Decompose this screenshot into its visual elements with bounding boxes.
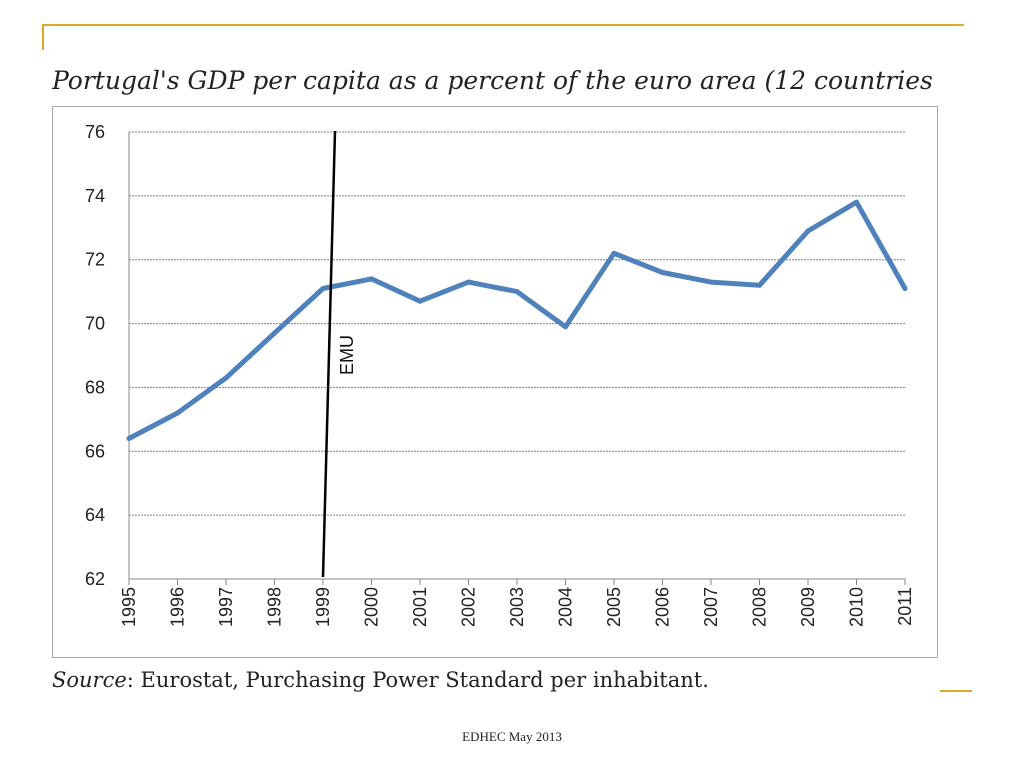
data-point — [757, 282, 762, 288]
y-tick-label: 74 — [85, 186, 105, 206]
right-decorative-rule — [940, 690, 972, 692]
x-tick-label: 2010 — [847, 587, 867, 627]
x-tick-label: 2007 — [701, 587, 721, 627]
x-tick-label: 1997 — [216, 587, 236, 627]
y-tick-label: 68 — [85, 377, 105, 397]
source-note: Source: Eurostat, Purchasing Power Stand… — [52, 668, 709, 692]
data-point — [611, 250, 617, 256]
footer-text: EDHEC May 2013 — [462, 729, 562, 744]
data-point — [466, 279, 471, 285]
x-tick-label: 2008 — [750, 587, 770, 627]
y-tick-label: 76 — [85, 122, 105, 142]
line-chart: 62 64 66 68 70 72 74 76 1995 1996 1997 1998 1999 2000… — [85, 122, 915, 627]
y-tick-label: 72 — [85, 250, 105, 270]
data-point — [805, 228, 811, 234]
data-point — [660, 269, 665, 275]
x-tick-label: 2001 — [410, 587, 430, 627]
x-tick-label: 2003 — [507, 587, 527, 627]
data-point — [417, 298, 423, 304]
emu-label: EMU — [337, 335, 357, 375]
data-point — [902, 285, 908, 291]
data-point — [175, 410, 180, 416]
data-point — [514, 289, 520, 295]
left-decorative-rule — [42, 24, 44, 50]
data-point — [223, 375, 229, 381]
data-point — [563, 324, 568, 330]
data-point — [854, 199, 859, 205]
data-point — [369, 276, 374, 282]
x-tick-label: 1998 — [265, 587, 285, 627]
y-tick-label: 66 — [85, 441, 105, 461]
x-tick-label: 1996 — [168, 587, 188, 627]
y-tick-label: 70 — [85, 314, 105, 334]
data-point — [708, 279, 714, 285]
emu-marker-line — [321, 130, 337, 578]
data-point — [272, 330, 277, 336]
x-tick-label: 2009 — [798, 587, 818, 627]
source-text: : Eurostat, Purchasing Power Standard pe… — [126, 668, 709, 692]
source-prefix: Source — [52, 668, 127, 692]
data-point — [320, 285, 326, 291]
x-tick-label: 2004 — [556, 587, 576, 627]
y-tick-label: 62 — [85, 569, 105, 589]
data-point — [126, 436, 132, 442]
x-tick-label: 2000 — [362, 587, 382, 627]
x-tick-label: 2005 — [604, 587, 624, 627]
y-tick-label: 64 — [85, 505, 105, 525]
x-tick-label: 2002 — [459, 587, 479, 627]
x-tick-label: 2011 — [895, 587, 915, 626]
x-tick-label: 2006 — [653, 587, 673, 627]
x-tick-label: 1999 — [313, 587, 333, 627]
chart-frame: 62 64 66 68 70 72 74 76 1995 1996 1997 1998 1999 2000… — [52, 106, 938, 658]
x-tick-label: 1995 — [119, 587, 139, 627]
gdp-series-line — [126, 199, 908, 441]
chart-title: Portugal's GDP per capita as a percent o… — [52, 66, 933, 95]
top-decorative-rule — [42, 24, 964, 26]
